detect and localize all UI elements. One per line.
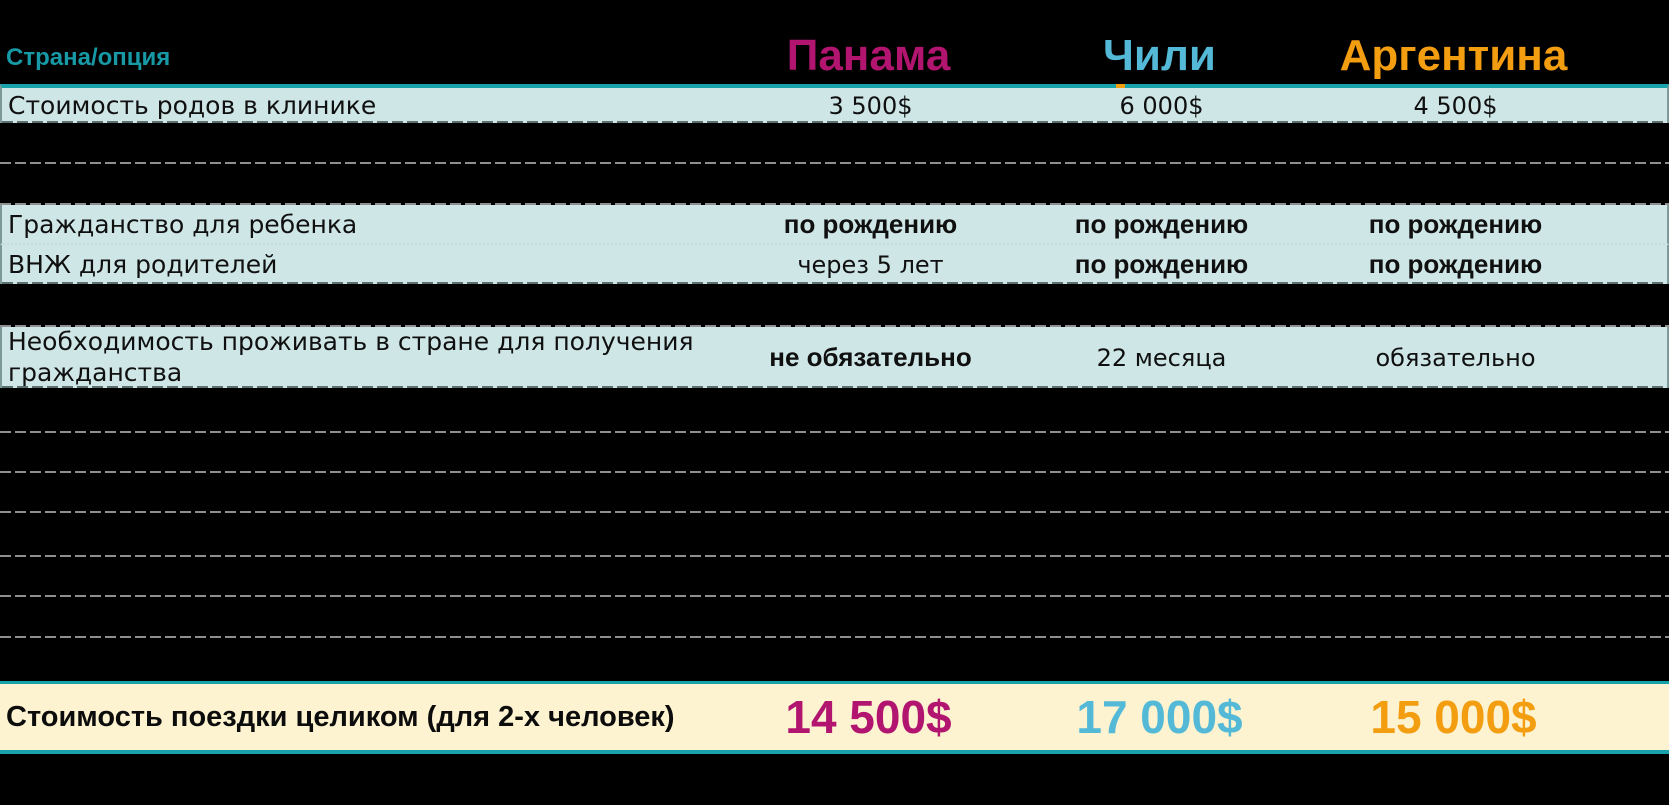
empty-row [0, 473, 1669, 513]
cell-panama: 3 500$ [828, 91, 913, 120]
total-chile: 17 000$ [1076, 691, 1243, 743]
total-panama: 14 500$ [785, 691, 952, 743]
empty-row [0, 597, 1669, 638]
total-argentina: 15 000$ [1370, 691, 1537, 743]
cell-argentina: по рождению [1368, 208, 1543, 239]
cell-panama: по рождению [783, 208, 958, 239]
row-label: ВНЖ для родителей [8, 250, 278, 279]
column-header-chile: Чили [1103, 31, 1216, 80]
cell-argentina: обязательно [1375, 343, 1536, 372]
row-residence-permit: ВНЖ для родителей через 5 лет по рождени… [0, 245, 1669, 284]
cell-chile: 6 000$ [1119, 91, 1204, 120]
corner-label: Страна/опция [6, 44, 171, 71]
column-header-argentina: Аргентина [1339, 31, 1568, 80]
empty-row [0, 164, 1669, 205]
empty-row [0, 123, 1669, 164]
orange-tick-decoration [1116, 84, 1125, 88]
cell-chile: по рождению [1074, 208, 1249, 239]
empty-row [0, 513, 1669, 557]
cell-panama: через 5 лет [797, 250, 944, 279]
cell-argentina: по рождению [1368, 249, 1543, 279]
cell-chile: 22 месяца [1096, 343, 1227, 372]
empty-row [0, 557, 1669, 597]
row-label: Стоимость родов в клинике [8, 91, 377, 120]
cell-panama: не обязательно [769, 342, 972, 372]
empty-row [0, 388, 1669, 433]
empty-row [0, 433, 1669, 473]
row-clinic-cost: Стоимость родов в клинике 3 500$ 6 000$ … [0, 84, 1669, 123]
empty-row [0, 638, 1669, 681]
header-row: Страна/опция Панама Чили Аргентина [0, 0, 1669, 84]
column-header-panama: Панама [786, 31, 951, 80]
row-label: Гражданство для ребенка [8, 209, 358, 239]
row-residency-requirement: Необходимость проживать в стране для пол… [0, 327, 1669, 388]
cell-chile: по рождению [1074, 249, 1249, 279]
row-label: Необходимость проживать в стране для пол… [8, 327, 694, 387]
empty-row [0, 284, 1669, 327]
row-child-citizenship: Гражданство для ребенка по рождению по р… [0, 205, 1669, 245]
row-total-cost: Стоимость поездки целиком (для 2-х челов… [0, 681, 1669, 754]
total-label: Стоимость поездки целиком (для 2-х челов… [6, 700, 675, 733]
cell-argentina: 4 500$ [1413, 91, 1498, 120]
